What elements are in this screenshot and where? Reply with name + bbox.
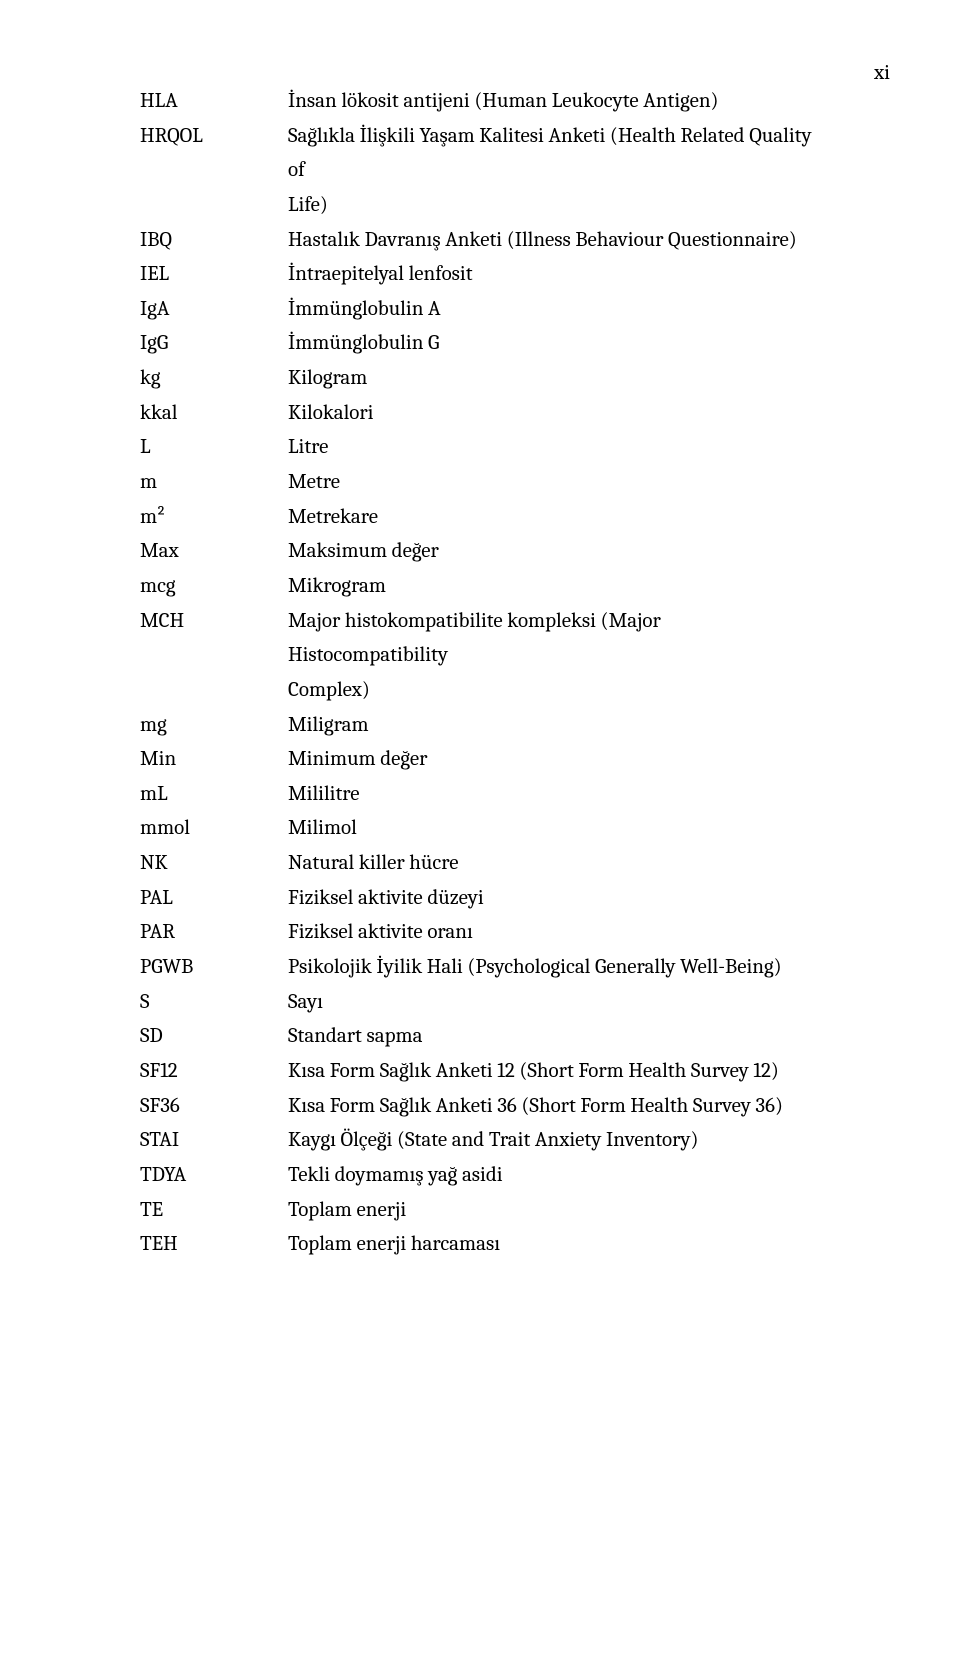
abbr-definition: Kısa Form Sağlık Anketi 12 (Short Form H… (288, 1054, 820, 1089)
abbr-term: STAI (140, 1123, 288, 1158)
abbr-row: SF36Kısa Form Sağlık Anketi 36 (Short Fo… (140, 1089, 820, 1124)
abbr-term: kg (140, 361, 288, 396)
abbr-row: mmolMilimol (140, 811, 820, 846)
abbr-row: IBQHastalık Davranış Anketi (Illness Beh… (140, 223, 820, 258)
abbr-definition: Kaygı Ölçeği (State and Trait Anxiety In… (288, 1123, 820, 1158)
abbr-term: mcg (140, 569, 288, 604)
abbr-definition-continuation: Life) (140, 188, 820, 223)
abbr-term: m² (140, 500, 288, 535)
abbr-term: S (140, 985, 288, 1020)
abbr-term: NK (140, 846, 288, 881)
abbr-definition: Major histokompatibilite kompleksi (Majo… (288, 604, 820, 673)
abbr-term: MCH (140, 604, 288, 639)
abbr-row-continuation: Life) (140, 188, 820, 223)
abbr-term: IEL (140, 257, 288, 292)
abbr-row: NKNatural killer hücre (140, 846, 820, 881)
abbr-term: SF36 (140, 1089, 288, 1124)
abbr-row: SF12Kısa Form Sağlık Anketi 12 (Short Fo… (140, 1054, 820, 1089)
abbr-row: PGWBPsikolojik İyilik Hali (Psychologica… (140, 950, 820, 985)
abbr-term: PGWB (140, 950, 288, 985)
abbr-term: HRQOL (140, 119, 288, 154)
abbr-term: L (140, 430, 288, 465)
abbr-row: mLMililitre (140, 777, 820, 812)
abbr-definition: Kısa Form Sağlık Anketi 36 (Short Form H… (288, 1089, 820, 1124)
abbr-definition: Kilogram (288, 361, 820, 396)
abbr-definition-continuation: Complex) (140, 673, 820, 708)
abbr-term: Max (140, 534, 288, 569)
abbr-term: m (140, 465, 288, 500)
abbr-term: HLA (140, 84, 288, 119)
abbr-definition: Standart sapma (288, 1019, 820, 1054)
abbr-term: Min (140, 742, 288, 777)
abbr-term: TEH (140, 1227, 288, 1262)
abbr-definition: İmmünglobulin A (288, 292, 820, 327)
abbr-row: HRQOLSağlıkla İlişkili Yaşam Kalitesi An… (140, 119, 820, 188)
abbr-term: TE (140, 1193, 288, 1228)
abbr-definition: Litre (288, 430, 820, 465)
abbr-row: STAIKaygı Ölçeği (State and Trait Anxiet… (140, 1123, 820, 1158)
abbr-row: IELİntraepitelyal lenfosit (140, 257, 820, 292)
abbr-definition: Tekli doymamış yağ asidi (288, 1158, 820, 1193)
abbr-definition: Mikrogram (288, 569, 820, 604)
abbr-definition: Fiziksel aktivite oranı (288, 915, 820, 950)
abbreviation-list: HLAİnsan lökosit antijeni (Human Leukocy… (140, 84, 820, 1262)
abbr-row: TEHToplam enerji harcaması (140, 1227, 820, 1262)
abbr-term: IBQ (140, 223, 288, 258)
abbr-row: TEToplam enerji (140, 1193, 820, 1228)
abbr-definition: Natural killer hücre (288, 846, 820, 881)
page-number: xi (874, 56, 890, 91)
abbr-term: mmol (140, 811, 288, 846)
abbr-definition: Milimol (288, 811, 820, 846)
abbr-definition: Metre (288, 465, 820, 500)
abbr-row: SDStandart sapma (140, 1019, 820, 1054)
abbr-definition: Mililitre (288, 777, 820, 812)
document-page: xi HLAİnsan lökosit antijeni (Human Leuk… (0, 0, 960, 1673)
abbr-definition: Psikolojik İyilik Hali (Psychological Ge… (288, 950, 820, 985)
abbr-definition: Sağlıkla İlişkili Yaşam Kalitesi Anketi … (288, 119, 820, 188)
abbr-definition: Kilokalori (288, 396, 820, 431)
abbr-term: SF12 (140, 1054, 288, 1089)
abbr-term: mg (140, 708, 288, 743)
abbr-term: PAR (140, 915, 288, 950)
abbr-definition: Toplam enerji (288, 1193, 820, 1228)
abbr-row: m²Metrekare (140, 500, 820, 535)
abbr-definition: Sayı (288, 985, 820, 1020)
abbr-row: HLAİnsan lökosit antijeni (Human Leukocy… (140, 84, 820, 119)
abbr-row: kgKilogram (140, 361, 820, 396)
abbr-row: kkalKilokalori (140, 396, 820, 431)
abbr-definition: Toplam enerji harcaması (288, 1227, 820, 1262)
abbr-term: TDYA (140, 1158, 288, 1193)
abbr-row: TDYATekli doymamış yağ asidi (140, 1158, 820, 1193)
abbr-row: MaxMaksimum değer (140, 534, 820, 569)
abbr-definition: Fiziksel aktivite düzeyi (288, 881, 820, 916)
abbr-definition: Metrekare (288, 500, 820, 535)
abbr-row: LLitre (140, 430, 820, 465)
abbr-term: mL (140, 777, 288, 812)
abbr-definition: İnsan lökosit antijeni (Human Leukocyte … (288, 84, 820, 119)
abbr-row-continuation: Complex) (140, 673, 820, 708)
abbr-row: PALFiziksel aktivite düzeyi (140, 881, 820, 916)
abbr-definition: Minimum değer (288, 742, 820, 777)
abbr-row: mcgMikrogram (140, 569, 820, 604)
abbr-term: IgA (140, 292, 288, 327)
abbr-term: SD (140, 1019, 288, 1054)
abbr-row: MCHMajor histokompatibilite kompleksi (M… (140, 604, 820, 673)
abbr-term: kkal (140, 396, 288, 431)
abbr-row: PARFiziksel aktivite oranı (140, 915, 820, 950)
abbr-term: IgG (140, 326, 288, 361)
abbr-term: PAL (140, 881, 288, 916)
abbr-definition: Hastalık Davranış Anketi (Illness Behavi… (288, 223, 820, 258)
abbr-definition: Maksimum değer (288, 534, 820, 569)
abbr-row: SSayı (140, 985, 820, 1020)
abbr-definition: Miligram (288, 708, 820, 743)
abbr-row: IgGİmmünglobulin G (140, 326, 820, 361)
abbr-row: mgMiligram (140, 708, 820, 743)
abbr-row: IgAİmmünglobulin A (140, 292, 820, 327)
abbr-definition: İmmünglobulin G (288, 326, 820, 361)
abbr-definition: İntraepitelyal lenfosit (288, 257, 820, 292)
abbr-row: MinMinimum değer (140, 742, 820, 777)
abbr-row: mMetre (140, 465, 820, 500)
